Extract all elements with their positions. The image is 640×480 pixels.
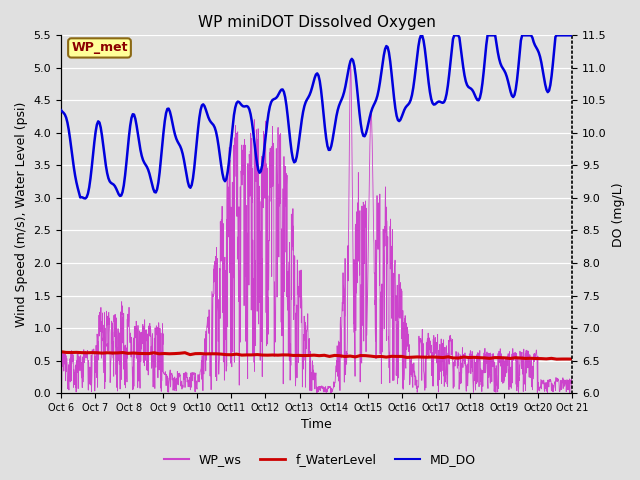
Legend: WP_ws, f_WaterLevel, MD_DO: WP_ws, f_WaterLevel, MD_DO — [159, 448, 481, 471]
Text: WP_met: WP_met — [71, 41, 128, 54]
Title: WP miniDOT Dissolved Oxygen: WP miniDOT Dissolved Oxygen — [198, 15, 435, 30]
X-axis label: Time: Time — [301, 419, 332, 432]
Y-axis label: DO (mg/L): DO (mg/L) — [612, 182, 625, 247]
Y-axis label: Wind Speed (m/s), Water Level (psi): Wind Speed (m/s), Water Level (psi) — [15, 102, 28, 327]
